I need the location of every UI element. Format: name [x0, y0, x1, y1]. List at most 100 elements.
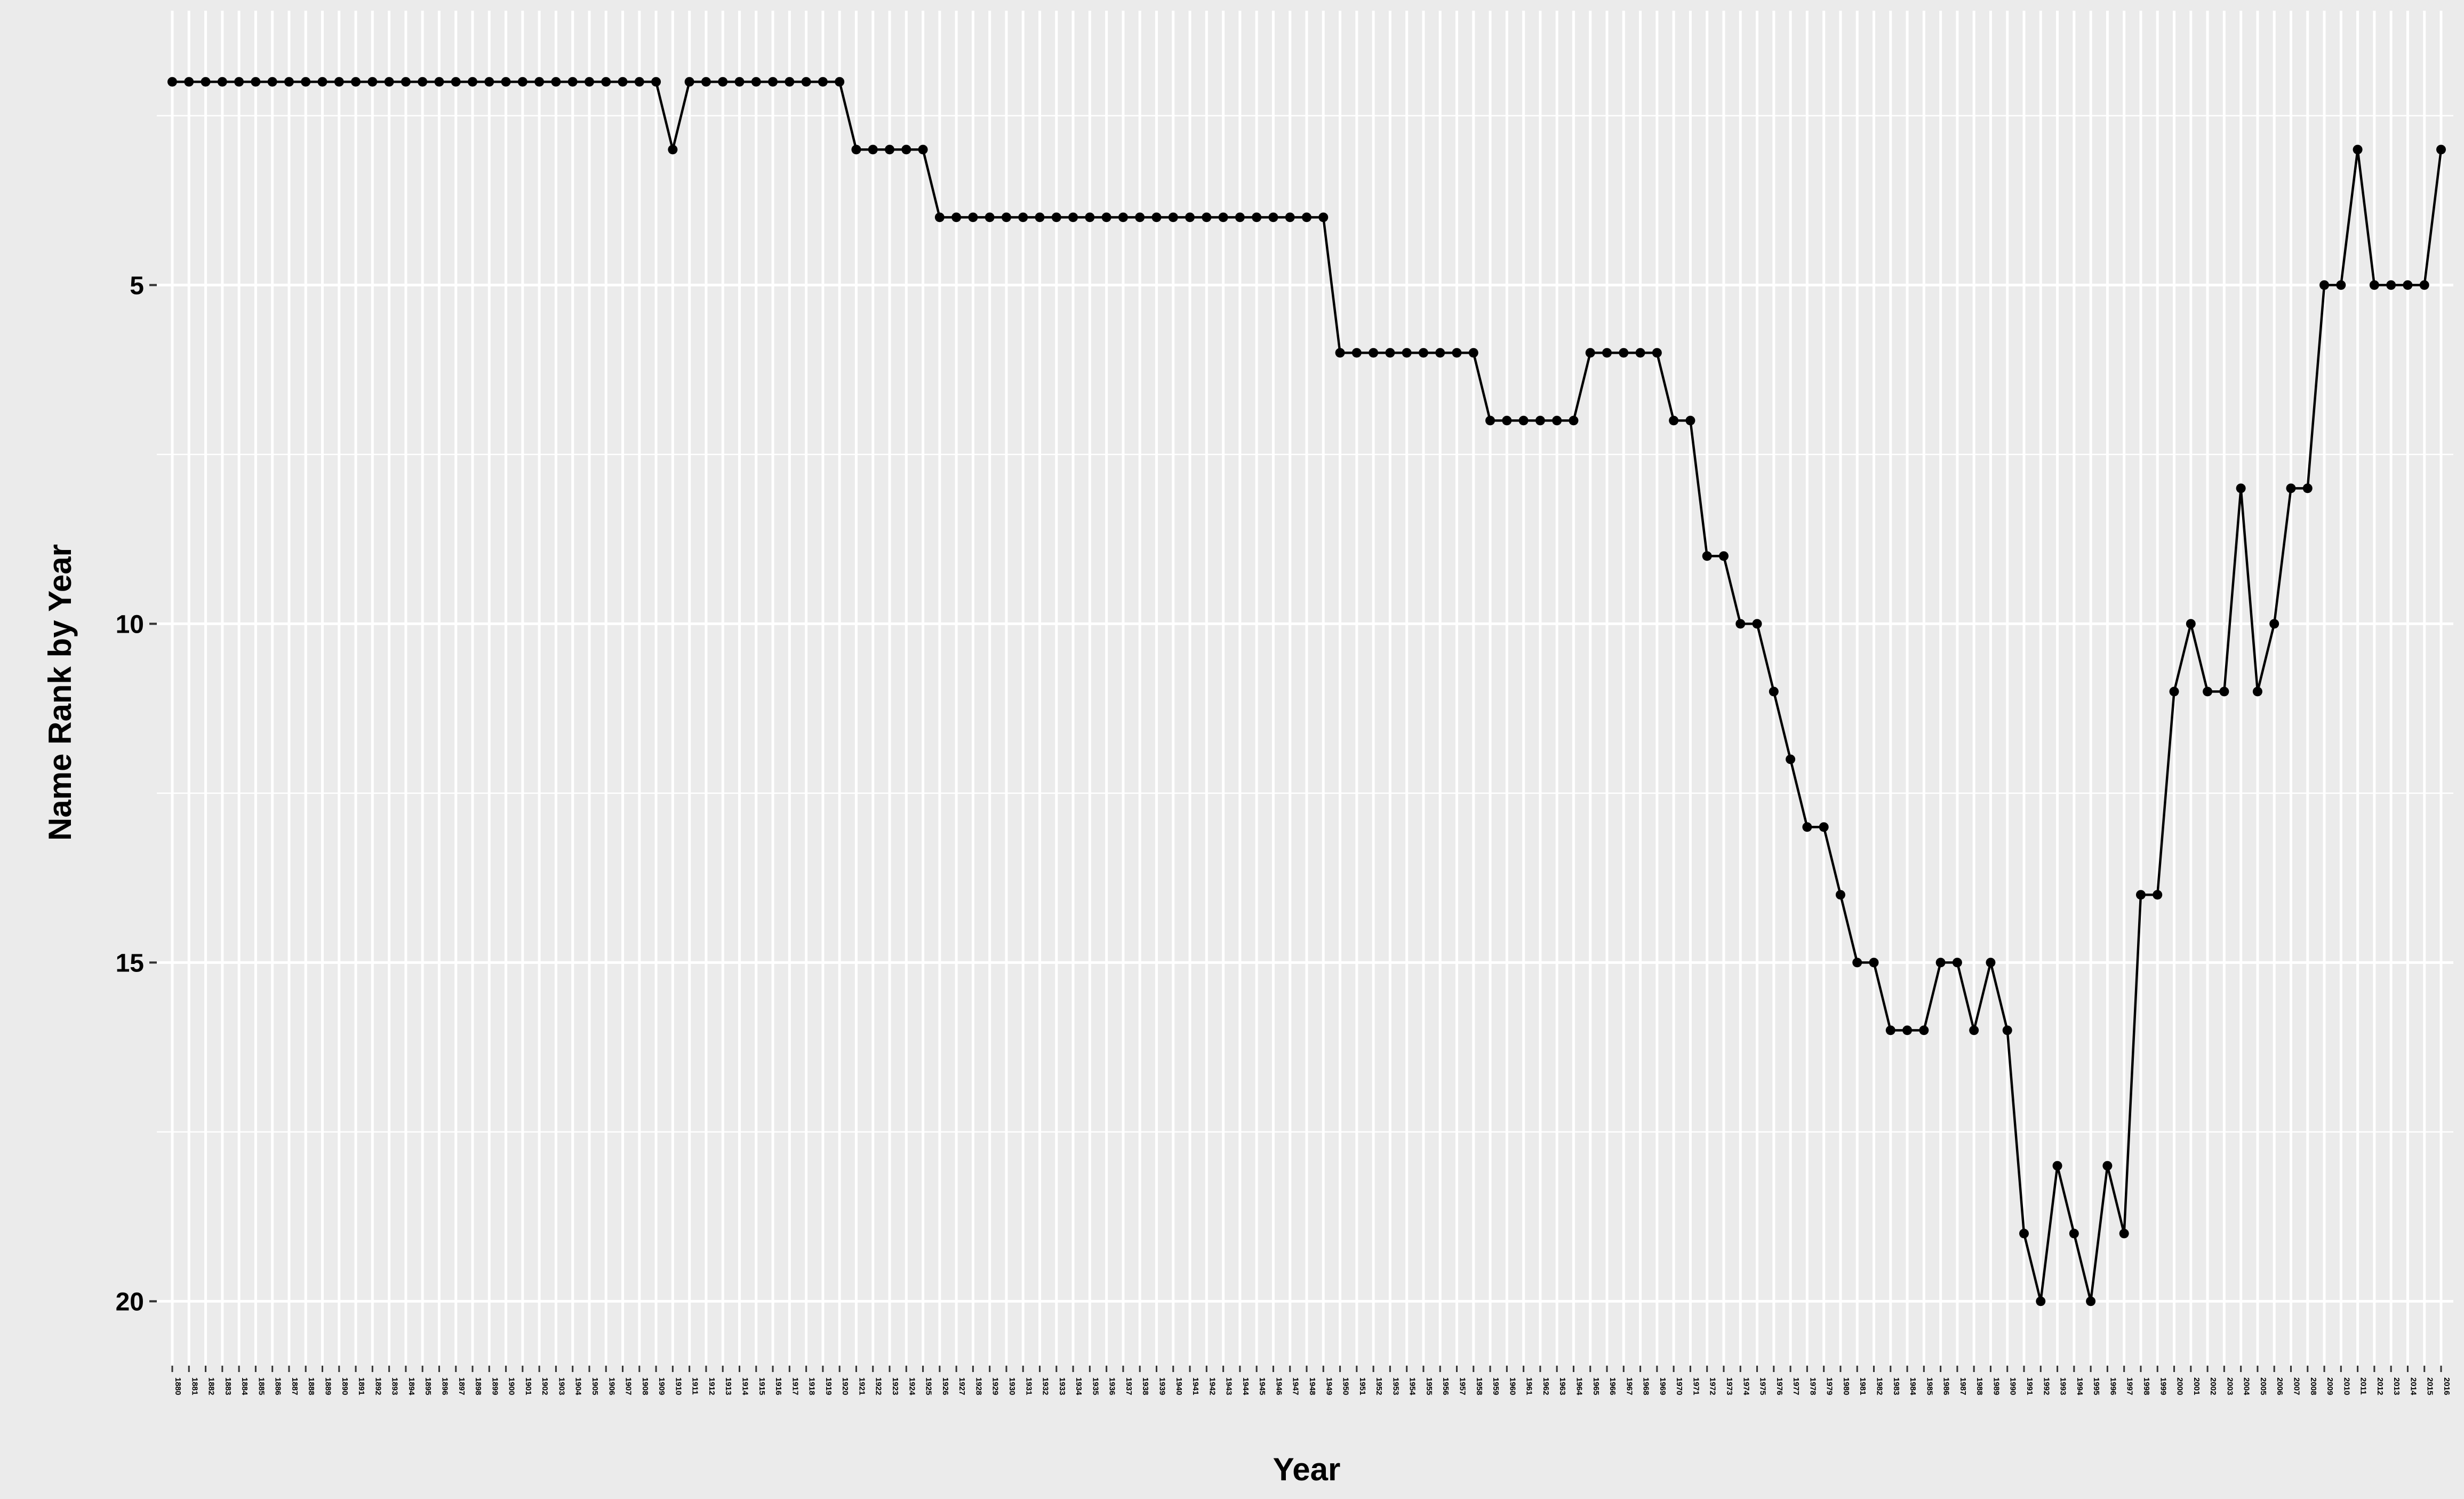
- x-tick-label: 2012: [2375, 1377, 2385, 1395]
- x-tick-label: 1919: [824, 1377, 833, 1395]
- x-tick-label: 1945: [1258, 1377, 1267, 1395]
- x-tick-label: 2009: [2325, 1377, 2334, 1395]
- data-point: [1001, 212, 1011, 222]
- data-point: [1135, 212, 1145, 222]
- x-tick-label: 2001: [2192, 1377, 2201, 1395]
- x-tick-label: 1985: [1925, 1377, 1934, 1395]
- y-axis-title: Name Rank by Year: [42, 544, 78, 841]
- x-tick-label: 1928: [974, 1377, 983, 1395]
- x-tick-label: 1975: [1758, 1377, 1767, 1395]
- x-tick-label: 2007: [2292, 1377, 2301, 1395]
- data-point: [2302, 483, 2313, 493]
- data-point: [2286, 483, 2296, 493]
- x-axis-title: Year: [1273, 1452, 1341, 1487]
- x-tick-label: 1960: [1508, 1377, 1517, 1395]
- data-point: [918, 145, 928, 155]
- x-tick-label: 1913: [724, 1377, 733, 1395]
- x-tick-label: 1959: [1491, 1377, 1500, 1395]
- data-point: [517, 77, 527, 87]
- x-tick-label: 1993: [2059, 1377, 2068, 1395]
- x-tick-label: 2015: [2426, 1377, 2435, 1395]
- data-point: [1068, 212, 1078, 222]
- data-point: [734, 77, 745, 87]
- data-point: [1018, 212, 1028, 222]
- data-point: [1485, 416, 1495, 426]
- x-tick-label: 1974: [1741, 1377, 1750, 1396]
- x-tick-label: 1932: [1041, 1377, 1050, 1395]
- x-tick-label: 2010: [2342, 1377, 2351, 1395]
- x-tick-label: 1941: [1191, 1377, 1200, 1395]
- data-point: [2236, 483, 2246, 493]
- x-tick-label: 1880: [173, 1377, 182, 1395]
- x-tick-label: 1979: [1825, 1377, 1834, 1395]
- data-point: [1619, 348, 1629, 358]
- data-point: [217, 77, 227, 87]
- data-point: [968, 212, 978, 222]
- data-point: [1468, 348, 1478, 358]
- data-point: [1685, 416, 1695, 426]
- data-point: [2353, 145, 2363, 155]
- data-point: [2319, 280, 2330, 290]
- x-tick-label: 1965: [1591, 1377, 1601, 1395]
- x-tick-label: 2014: [2409, 1377, 2418, 1396]
- x-tick-label: 1910: [674, 1377, 683, 1395]
- x-tick-label: 1929: [991, 1377, 1000, 1395]
- data-point: [184, 77, 194, 87]
- data-point: [668, 145, 678, 155]
- data-point: [2436, 145, 2446, 155]
- x-tick-label: 1981: [1858, 1377, 1867, 1395]
- x-tick-label: 1901: [524, 1377, 533, 1395]
- x-tick-label: 1943: [1225, 1377, 1234, 1395]
- data-point: [851, 145, 861, 155]
- data-point: [1452, 348, 1462, 358]
- data-point: [1252, 212, 1262, 222]
- x-tick-label: 1922: [874, 1377, 883, 1395]
- x-tick-label: 1962: [1541, 1377, 1550, 1395]
- x-tick-label: 1899: [490, 1377, 499, 1395]
- data-point: [1952, 958, 1962, 968]
- data-point: [2203, 687, 2213, 697]
- data-point: [167, 77, 177, 87]
- data-point: [2086, 1296, 2096, 1306]
- data-point: [885, 145, 895, 155]
- data-point: [2186, 619, 2196, 629]
- data-point: [1652, 348, 1662, 358]
- data-point: [2036, 1296, 2046, 1306]
- data-point: [267, 77, 277, 87]
- x-tick-label: 2006: [2275, 1377, 2284, 1395]
- data-point: [301, 77, 311, 87]
- y-tick-label: 20: [116, 1288, 144, 1316]
- data-point: [801, 77, 811, 87]
- x-tick-label: 1994: [2075, 1377, 2084, 1396]
- x-tick-label: 1885: [257, 1377, 266, 1395]
- x-tick-label: 1931: [1024, 1377, 1033, 1395]
- x-tick-label: 1921: [857, 1377, 866, 1395]
- x-tick-label: 1909: [657, 1377, 666, 1395]
- data-point: [1735, 619, 1746, 629]
- x-tick-label: 1897: [457, 1377, 466, 1395]
- x-tick-label: 1982: [1875, 1377, 1884, 1395]
- data-point: [1435, 348, 1445, 358]
- data-point: [1769, 687, 1779, 697]
- data-point: [1802, 822, 1812, 832]
- x-tick-label: 1933: [1058, 1377, 1067, 1395]
- y-axis-ticks: 5 10 15 20: [116, 272, 157, 1316]
- x-tick-label: 2000: [2175, 1377, 2185, 1395]
- x-tick-label: 1972: [1708, 1377, 1717, 1395]
- data-point: [718, 77, 728, 87]
- data-point: [1418, 348, 1428, 358]
- data-point: [1168, 212, 1178, 222]
- data-point: [418, 77, 428, 87]
- x-tick-label: 1915: [757, 1377, 766, 1395]
- data-point: [2019, 1229, 2029, 1239]
- data-point: [567, 77, 578, 87]
- data-point: [1369, 348, 1379, 358]
- data-point: [201, 77, 211, 87]
- x-tick-label: 1991: [2025, 1377, 2034, 1395]
- y-tick-label: 10: [116, 610, 144, 639]
- data-point: [1602, 348, 1612, 358]
- data-point: [1569, 416, 1579, 426]
- data-point: [401, 77, 411, 87]
- data-point: [985, 212, 995, 222]
- data-point: [1085, 212, 1095, 222]
